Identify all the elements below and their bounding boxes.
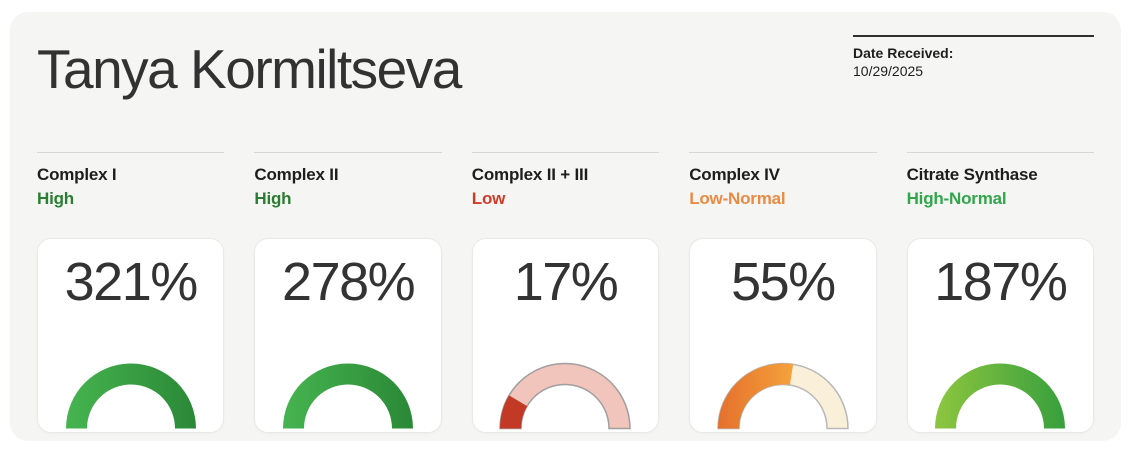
result-value: 321% bbox=[64, 251, 199, 312]
divider bbox=[254, 151, 442, 153]
panel-citrate-synthase: Citrate Synthase High-Normal 187% bbox=[906, 151, 1094, 433]
page-title: Tanya Kormiltseva bbox=[37, 38, 462, 100]
gauge-chart bbox=[56, 360, 206, 430]
results-grid: Complex I High 321% Complex II High 278%… bbox=[37, 151, 1094, 433]
report-header: Tanya Kormiltseva Date Received: 10/29/2… bbox=[37, 34, 1094, 99]
gauge-chart bbox=[273, 360, 423, 430]
result-value: 278% bbox=[282, 251, 416, 312]
divider bbox=[471, 151, 660, 153]
divider bbox=[906, 151, 1094, 153]
status-text: High bbox=[37, 188, 74, 208]
status-text: Low-Normal bbox=[689, 188, 786, 208]
panel-complex-iv: Complex IV Low-Normal 55% bbox=[689, 151, 877, 433]
divider bbox=[689, 151, 877, 153]
result-value: 187% bbox=[934, 251, 1068, 312]
result-card: 187% bbox=[906, 237, 1094, 433]
status-text: Low bbox=[471, 188, 506, 208]
assay-label: Citrate Synthase bbox=[906, 164, 1038, 184]
assay-label: Complex II + III bbox=[471, 164, 589, 184]
status-text: High-Normal bbox=[906, 188, 1007, 208]
panel-complex-ii: Complex II High 278% bbox=[254, 151, 442, 433]
date-received-label: Date Received: bbox=[853, 45, 954, 61]
report-panel: Tanya Kormiltseva Date Received: 10/29/2… bbox=[10, 12, 1121, 441]
panel-complex-ii-iii: Complex II + III Low 17% bbox=[471, 151, 660, 433]
gauge-chart bbox=[708, 360, 858, 430]
result-card: 17% bbox=[471, 237, 660, 433]
result-value: 17% bbox=[513, 251, 619, 312]
result-card: 321% bbox=[37, 237, 225, 433]
assay-label: Complex IV bbox=[689, 164, 780, 184]
divider bbox=[37, 151, 225, 153]
result-card: 55% bbox=[689, 237, 877, 433]
status-text: High bbox=[254, 188, 292, 208]
result-value: 55% bbox=[731, 251, 836, 312]
gauge-chart bbox=[925, 360, 1075, 430]
panel-complex-i: Complex I High 321% bbox=[37, 151, 225, 433]
date-received-value: 10/29/2025 bbox=[853, 63, 924, 80]
result-card: 278% bbox=[254, 237, 442, 433]
assay-label: Complex II bbox=[254, 164, 339, 184]
gauge-chart bbox=[490, 360, 640, 430]
assay-label: Complex I bbox=[37, 164, 117, 184]
date-received-block: Date Received: 10/29/2025 bbox=[853, 35, 1094, 81]
